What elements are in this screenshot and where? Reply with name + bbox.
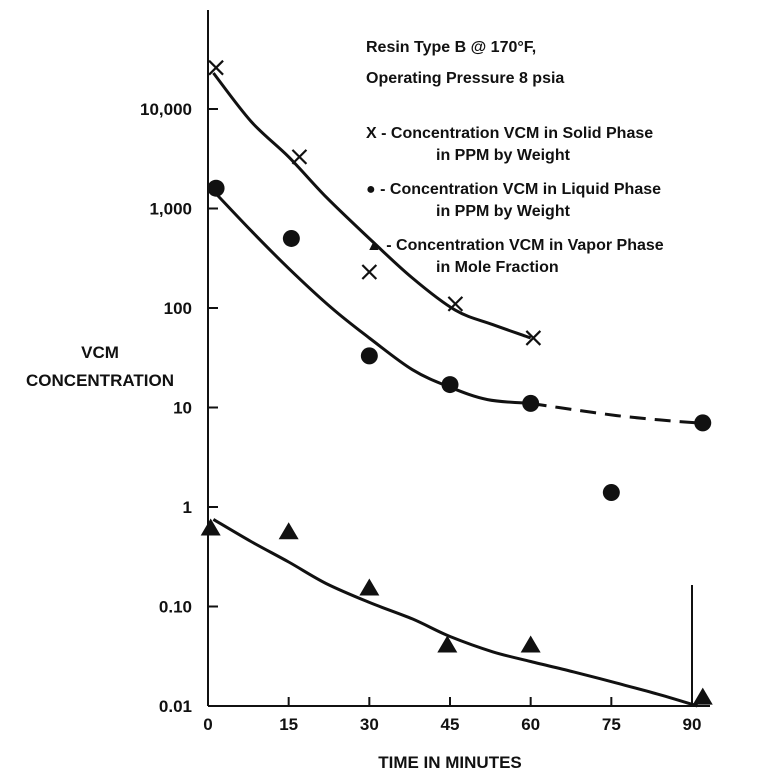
data-point-vapor-phase	[437, 635, 458, 653]
data-point-solid-phase	[208, 59, 224, 76]
x-tick-label: 30	[360, 715, 379, 734]
axes	[207, 10, 710, 707]
data-point-liquid-phase	[602, 483, 620, 501]
x-tick-label: 60	[521, 715, 540, 734]
legend-vapor-phase-line-2: in Mole Fraction	[436, 259, 559, 276]
data-point-solid-phase	[447, 296, 464, 312]
y-tick-label: 1	[183, 498, 192, 517]
data-point-vapor-phase	[359, 578, 380, 596]
x-tick-label: 0	[203, 715, 212, 734]
legend-solid-phase-line-1: X - Concentration VCM in Solid Phase	[366, 125, 653, 142]
data-point-liquid-phase	[207, 179, 225, 197]
data-point-liquid-phase	[282, 229, 300, 247]
data-point-vapor-phase	[692, 687, 713, 705]
data-point-vapor-phase	[200, 518, 221, 536]
legend-liquid-phase-line-1: ● - Concentration VCM in Liquid Phase	[366, 181, 661, 198]
fit-curve-solid-phase	[212, 72, 532, 340]
annotation-line-2: Operating Pressure 8 psia	[366, 70, 564, 87]
annotation-line-1: Resin Type B @ 170°F,	[366, 39, 536, 56]
legend-vapor-phase-line-1: ▲ - Concentration VCM in Vapor Phase	[366, 237, 664, 254]
data-point-vapor-phase	[278, 522, 299, 540]
y-tick-label: 0.01	[159, 697, 192, 716]
x-tick-label: 90	[683, 715, 702, 734]
y-axis-label-line-2: CONCENTRATION	[26, 371, 174, 390]
data-point-liquid-phase	[441, 376, 459, 394]
fit-curve-dashed-liquid-phase	[530, 401, 698, 425]
legend: X - Concentration VCM in Solid Phase in …	[366, 125, 664, 276]
data-point-liquid-phase	[360, 347, 378, 365]
data-point-vapor-phase	[520, 635, 541, 653]
y-tick-label: 1,000	[149, 200, 192, 219]
y-tick-label: 0.10	[159, 598, 192, 617]
y-ticks: 0.01 0.10 1 10 100 1,000 10,000	[140, 100, 218, 716]
fit-curve-liquid-phase	[212, 189, 531, 405]
fit-curve-vapor-phase	[212, 518, 698, 708]
x-ticks: 0 15 30 45 60 75 90	[203, 697, 701, 734]
y-tick-label: 100	[164, 299, 192, 318]
x-axis-label: TIME IN MINUTES	[378, 753, 522, 772]
x-tick-label: 45	[441, 715, 460, 734]
y-tick-label: 10,000	[140, 100, 192, 119]
data-point-liquid-phase	[522, 394, 540, 412]
data-point-solid-phase	[361, 264, 378, 280]
data-markers	[200, 59, 713, 705]
data-point-solid-phase	[291, 149, 308, 165]
y-axis-label-line-1: VCM	[81, 343, 119, 362]
x-tick-label: 75	[602, 715, 621, 734]
data-point-liquid-phase	[694, 414, 712, 432]
x-tick-label: 15	[279, 715, 298, 734]
fit-curves	[212, 72, 698, 708]
legend-liquid-phase-line-2: in PPM by Weight	[436, 203, 571, 220]
data-point-solid-phase	[525, 330, 542, 346]
y-tick-label: 10	[173, 399, 192, 418]
legend-solid-phase-line-2: in PPM by Weight	[436, 147, 571, 164]
